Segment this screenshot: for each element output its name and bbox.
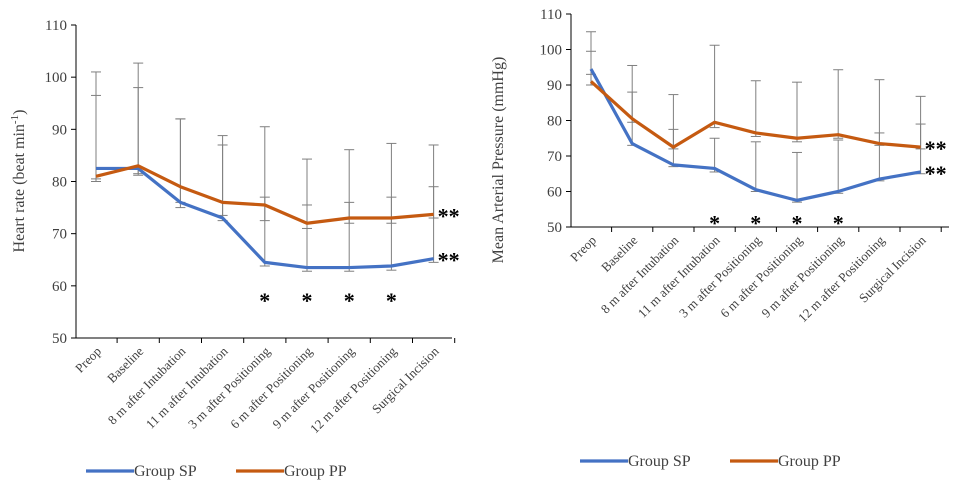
significance-marker: *: [792, 211, 803, 236]
y-tick-label: 80: [547, 114, 562, 130]
y-tick-label: 110: [540, 7, 562, 23]
significance-marker: **: [438, 203, 460, 228]
series-line-group-pp: [589, 80, 921, 149]
y-tick-label: 100: [45, 70, 68, 86]
y-axis-label-tail: ): [11, 110, 28, 115]
y-axis-label-main: Heart rate (beat min: [11, 124, 28, 252]
y-tick-label: 100: [540, 43, 563, 59]
y-axis-label: Heart rate (beat min-1): [9, 110, 28, 253]
legend-label: Group PP: [778, 453, 841, 470]
x-tick-label: Preop: [72, 344, 104, 376]
y-tick-label: 90: [547, 78, 562, 94]
series-line-group-sp: [96, 166, 434, 270]
y-tick-label: 50: [52, 331, 67, 347]
significance-marker: *: [259, 288, 270, 313]
legend-label: Group SP: [628, 453, 691, 470]
x-tick-label: Preop: [567, 233, 599, 265]
y-tick-label: 90: [52, 122, 67, 138]
y-tick-label: 70: [547, 149, 562, 165]
y-tick-label: 60: [52, 279, 67, 295]
y-tick-label: 60: [547, 185, 562, 201]
y-axis-label: Mean Arterial Pressure (mmHg): [490, 57, 507, 264]
y-tick-label: 50: [547, 220, 562, 236]
x-tick-label: 8 m after Intubation: [105, 343, 189, 427]
significance-marker: *: [302, 288, 313, 313]
series-line-group-pp: [95, 164, 434, 225]
legend-label: Group SP: [134, 463, 197, 480]
significance-marker: *: [386, 288, 397, 313]
significance-marker: **: [438, 248, 460, 273]
significance-marker: *: [750, 211, 761, 236]
y-tick-label: 70: [52, 227, 67, 243]
legend-label: Group PP: [284, 463, 347, 480]
significance-marker: **: [925, 161, 947, 186]
significance-marker: *: [833, 211, 844, 236]
significance-marker: **: [925, 136, 947, 161]
y-tick-label: 110: [45, 18, 67, 34]
y-axis-label-main: Mean Arterial Pressure (mmHg): [490, 57, 507, 264]
series-line-group-sp: [589, 68, 921, 202]
x-tick-label: Baseline: [104, 343, 146, 385]
significance-marker: *: [709, 211, 720, 236]
significance-marker: *: [344, 288, 355, 313]
y-axis-label-sup: -1: [9, 115, 21, 124]
y-tick-label: 80: [52, 175, 67, 191]
